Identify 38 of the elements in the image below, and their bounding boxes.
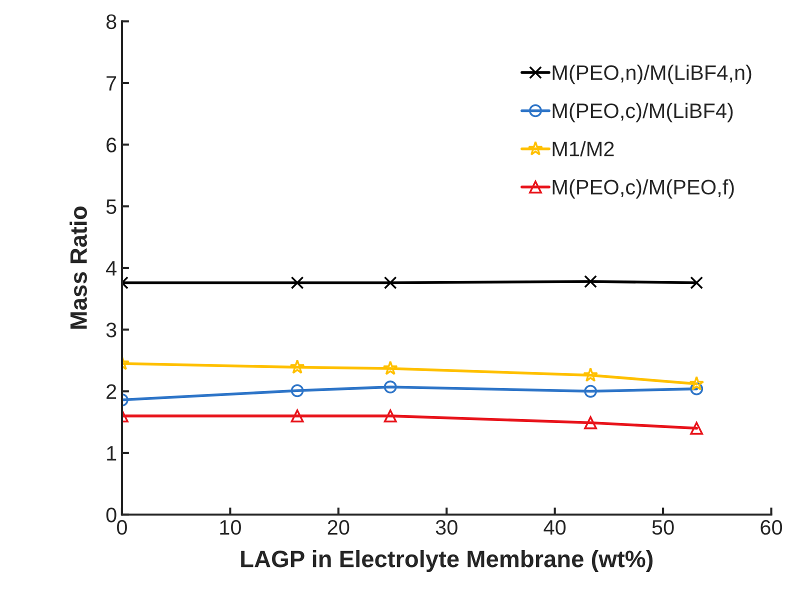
point [584, 275, 598, 288]
point [384, 276, 397, 290]
point [584, 384, 598, 398]
x-tick-label: 30 [436, 520, 458, 535]
legend-label: M(PEO,n)/M(LiBF4,n) [552, 64, 752, 84]
y-tick-label: 6 [106, 138, 116, 152]
point [584, 416, 598, 430]
legend-label: M(PEO,c)/M(LiBF4) [552, 102, 733, 122]
x-tick-label: 10 [220, 520, 241, 535]
x-tick-label: 40 [544, 520, 566, 535]
y-tick-label: 4 [106, 261, 117, 276]
x-tick-label: 50 [652, 520, 674, 535]
point [290, 359, 305, 374]
point [290, 276, 304, 290]
point [583, 367, 598, 382]
y-tick-label: 0 [106, 508, 116, 522]
point [290, 384, 304, 398]
point [689, 376, 704, 390]
y-tick-label: 5 [106, 200, 116, 214]
point [384, 409, 397, 422]
y-tick-label: 7 [106, 76, 116, 91]
point [384, 380, 397, 394]
x-tick-label: 60 [760, 520, 782, 535]
x-axis-title: LAGP in Electrolyte Membrane (wt%) [241, 550, 653, 572]
point [690, 276, 704, 290]
y-tick-label: 3 [106, 322, 116, 338]
x-tick-label: 20 [328, 520, 350, 535]
legend-label: M(PEO,c)/M(PEO,f) [552, 179, 734, 199]
y-tick-label: 2 [106, 384, 116, 399]
y-axis-title: Mass Ratio [70, 206, 87, 329]
x-tick-label: 0 [117, 520, 127, 535]
point [690, 382, 704, 396]
point [290, 409, 304, 422]
point [382, 360, 398, 375]
legend-label: M1/M2 [552, 141, 614, 156]
y-tick-label: 8 [106, 14, 116, 30]
point [690, 422, 704, 435]
y-tick-label: 1 [107, 446, 116, 460]
